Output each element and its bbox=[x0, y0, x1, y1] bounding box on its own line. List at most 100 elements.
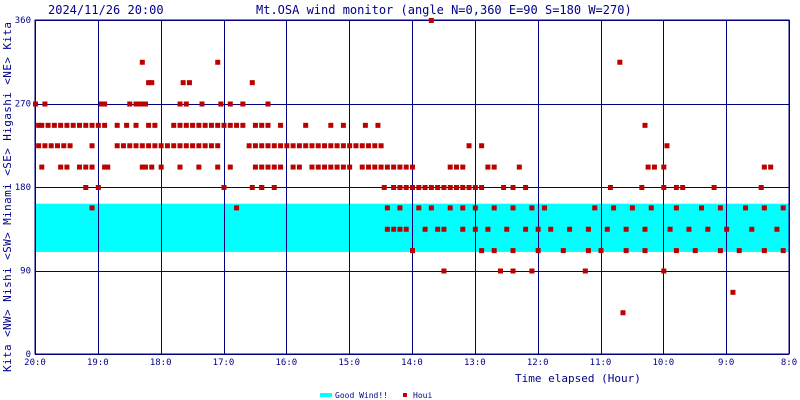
houi-point bbox=[328, 122, 334, 128]
houi-point bbox=[673, 205, 679, 211]
houi-point bbox=[240, 101, 246, 107]
houi-point bbox=[215, 122, 221, 128]
houi-point bbox=[447, 185, 453, 190]
houi-point bbox=[83, 164, 89, 170]
houi-point bbox=[479, 248, 485, 254]
houi-point bbox=[146, 80, 152, 86]
houi-point bbox=[661, 164, 667, 170]
houi-point bbox=[328, 164, 334, 170]
x-tick-label: 11:0 bbox=[590, 358, 612, 368]
houi-point bbox=[623, 226, 629, 232]
y-tick-label: 360 bbox=[15, 16, 31, 26]
houi-point bbox=[89, 122, 95, 128]
houi-point bbox=[724, 226, 730, 232]
houi-point bbox=[340, 164, 346, 170]
houi-point bbox=[391, 185, 397, 190]
houi-point bbox=[422, 185, 428, 190]
plot-frame bbox=[34, 19, 790, 355]
houi-point bbox=[246, 143, 252, 149]
houi-point bbox=[64, 122, 70, 128]
houi-point bbox=[441, 268, 447, 274]
y-tick-label: 0 bbox=[26, 350, 31, 360]
houi-point bbox=[89, 143, 95, 149]
houi-point bbox=[177, 143, 183, 149]
houi-point bbox=[158, 143, 164, 149]
houi-point bbox=[410, 248, 415, 254]
houi-point bbox=[64, 164, 70, 170]
houi-point bbox=[758, 185, 764, 190]
houi-point bbox=[139, 143, 145, 149]
y-axis-label: Kita <NW> Nishi <SW> Minami <SE> Higashi… bbox=[1, 22, 14, 372]
houi-point bbox=[535, 226, 541, 232]
legend-swatch-good-wind bbox=[320, 393, 332, 397]
houi-point bbox=[271, 143, 277, 149]
houi-point bbox=[780, 248, 786, 254]
houi-point bbox=[661, 268, 667, 274]
houi-point bbox=[278, 164, 284, 170]
houi-point bbox=[639, 185, 645, 190]
houi-point bbox=[58, 164, 64, 170]
houi-point bbox=[196, 164, 202, 170]
houi-point bbox=[592, 205, 598, 211]
houi-point bbox=[199, 101, 205, 107]
houi-point bbox=[102, 164, 108, 170]
houi-point bbox=[208, 122, 214, 128]
houi-point bbox=[403, 226, 409, 232]
houi-point bbox=[397, 185, 403, 190]
houi-point bbox=[472, 226, 478, 232]
houi-point bbox=[164, 143, 170, 149]
houi-point bbox=[127, 143, 133, 149]
houi-point bbox=[435, 226, 441, 232]
houi-point bbox=[582, 268, 588, 274]
houi-point bbox=[403, 185, 409, 190]
houi-point bbox=[221, 185, 227, 190]
x-tick-label: 14:0 bbox=[401, 358, 423, 368]
houi-point bbox=[359, 143, 365, 149]
houi-point bbox=[234, 205, 240, 211]
houi-point bbox=[221, 122, 227, 128]
houi-point bbox=[523, 185, 529, 190]
houi-point bbox=[585, 226, 591, 232]
houi-point bbox=[447, 164, 453, 170]
houi-point bbox=[265, 122, 271, 128]
houi-point bbox=[410, 164, 415, 170]
houi-point bbox=[67, 143, 73, 149]
y-axis-direction-label: Kita <NW> Nishi <SW> Minami <SE> Higashi… bbox=[1, 22, 14, 372]
houi-point bbox=[259, 164, 265, 170]
x-tick-label: 16:0 bbox=[275, 358, 297, 368]
houi-point bbox=[309, 164, 315, 170]
houi-point bbox=[296, 164, 302, 170]
houi-point bbox=[45, 122, 51, 128]
houi-point bbox=[259, 185, 265, 190]
houi-point bbox=[142, 101, 148, 107]
houi-point bbox=[98, 101, 104, 107]
houi-point bbox=[42, 101, 48, 107]
houi-point bbox=[460, 205, 466, 211]
legend: Good Wind!! Houi bbox=[320, 391, 432, 400]
houi-point bbox=[523, 226, 529, 232]
houi-point bbox=[252, 143, 258, 149]
houi-point bbox=[472, 185, 478, 190]
houi-point bbox=[149, 80, 155, 86]
x-tick-label: 19:0 bbox=[87, 358, 109, 368]
x-tick-label: 15:0 bbox=[338, 358, 360, 368]
x-tick-label: 13:0 bbox=[464, 358, 486, 368]
houi-point bbox=[39, 122, 45, 128]
houi-point bbox=[102, 101, 108, 107]
houi-point bbox=[501, 185, 507, 190]
houi-point bbox=[89, 205, 95, 211]
houi-point bbox=[259, 143, 265, 149]
houi-point bbox=[95, 185, 101, 190]
houi-point bbox=[177, 101, 183, 107]
houi-point bbox=[36, 143, 42, 149]
houi-point bbox=[196, 122, 202, 128]
houi-point bbox=[139, 164, 145, 170]
houi-point bbox=[642, 122, 648, 128]
houi-point bbox=[146, 143, 152, 149]
houi-point bbox=[460, 164, 466, 170]
houi-point bbox=[215, 59, 221, 65]
houi-point bbox=[303, 143, 309, 149]
houi-point bbox=[780, 205, 786, 211]
houi-point bbox=[353, 143, 359, 149]
houi-point bbox=[699, 205, 705, 211]
